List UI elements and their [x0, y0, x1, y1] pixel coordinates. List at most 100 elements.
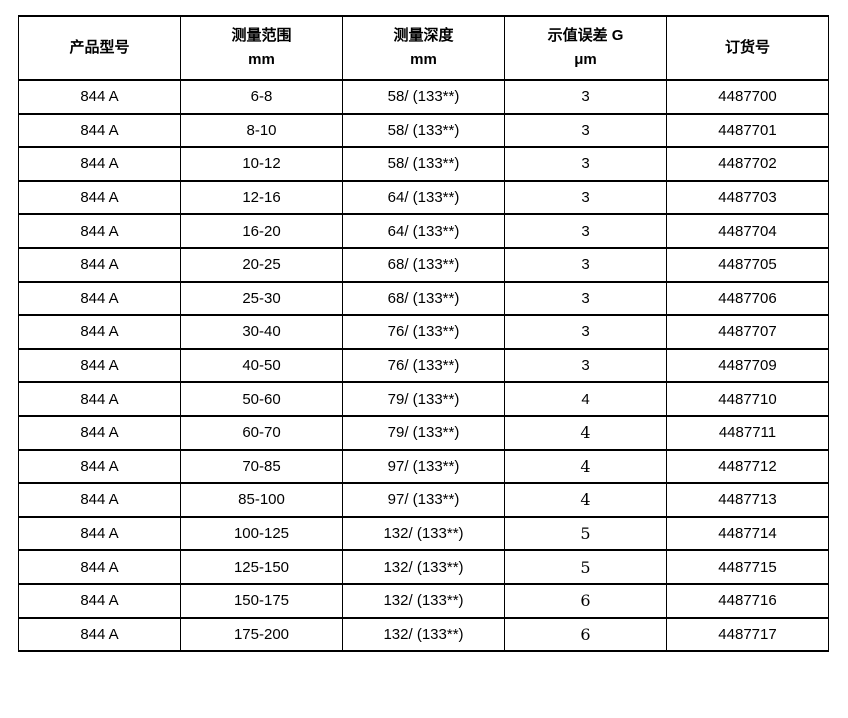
cell-order: 4487713	[666, 482, 829, 518]
cell-range: 25-30	[180, 280, 343, 317]
cell-depth: 79/ (133**)	[342, 414, 505, 451]
table-row: 844 A 8-10 58/ (133**) 3 4487701	[18, 112, 829, 149]
cell-range: 100-125	[180, 515, 343, 552]
column-header-error: 示值误差 G μm	[504, 15, 667, 81]
cell-range: 150-175	[180, 582, 343, 619]
cell-error: 4	[504, 482, 667, 518]
cell-order: 4487711	[666, 414, 829, 451]
cell-depth: 97/ (133**)	[342, 482, 505, 518]
table-row: 844 A 175-200 132/ (133**) 6 4487717	[18, 616, 829, 653]
cell-order: 4487700	[666, 79, 829, 115]
table-row: 844 A 20-25 68/ (133**) 3 4487705	[18, 246, 829, 283]
cell-range: 175-200	[180, 616, 343, 653]
cell-error: 5	[504, 549, 667, 585]
table-row: 844 A 40-50 76/ (133**) 3 4487709	[18, 347, 829, 384]
cell-depth: 64/ (133**)	[342, 213, 505, 249]
cell-model: 844 A	[18, 179, 181, 216]
header-unit: mm	[248, 51, 275, 68]
cell-depth: 76/ (133**)	[342, 347, 505, 384]
cell-order: 4487716	[666, 582, 829, 619]
cell-model: 844 A	[18, 515, 181, 552]
cell-depth: 132/ (133**)	[342, 616, 505, 653]
column-header-order: 订货号	[666, 15, 829, 81]
cell-depth: 79/ (133**)	[342, 381, 505, 417]
cell-model: 844 A	[18, 246, 181, 283]
table-row: 844 A 25-30 68/ (133**) 3 4487706	[18, 280, 829, 317]
cell-depth: 58/ (133**)	[342, 146, 505, 182]
cell-order: 4487704	[666, 213, 829, 249]
table-header: 产品型号 测量范围 mm 测量深度 mm 示值误差 G μm 订货号	[18, 15, 829, 81]
cell-model: 844 A	[18, 280, 181, 317]
cell-range: 40-50	[180, 347, 343, 384]
table-row: 844 A 6-8 58/ (133**) 3 4487700	[18, 79, 829, 115]
cell-depth: 58/ (133**)	[342, 79, 505, 115]
cell-range: 10-12	[180, 146, 343, 182]
cell-error: 3	[504, 112, 667, 149]
cell-error: 5	[504, 515, 667, 552]
cell-order: 4487712	[666, 448, 829, 485]
table-row: 844 A 10-12 58/ (133**) 3 4487702	[18, 146, 829, 182]
cell-order: 4487703	[666, 179, 829, 216]
cell-range: 85-100	[180, 482, 343, 518]
table-row: 844 A 60-70 79/ (133**) 4 4487711	[18, 414, 829, 451]
table-row: 844 A 50-60 79/ (133**) 4 4487710	[18, 381, 829, 417]
column-header-model: 产品型号	[18, 15, 181, 81]
cell-error: 6	[504, 582, 667, 619]
cell-error: 3	[504, 79, 667, 115]
cell-model: 844 A	[18, 347, 181, 384]
cell-range: 16-20	[180, 213, 343, 249]
table-body: 844 A 6-8 58/ (133**) 3 4487700 844 A 8-10 58/ …	[18, 79, 829, 653]
table-row: 844 A 150-175 132/ (133**) 6 4487716	[18, 582, 829, 619]
header-title: 示值误差 G	[547, 27, 624, 44]
cell-order: 4487705	[666, 246, 829, 283]
cell-model: 844 A	[18, 146, 181, 182]
cell-order: 4487702	[666, 146, 829, 182]
cell-error: 3	[504, 347, 667, 384]
header-unit: mm	[410, 51, 437, 68]
cell-model: 844 A	[18, 448, 181, 485]
cell-range: 70-85	[180, 448, 343, 485]
header-unit: μm	[574, 51, 597, 68]
cell-model: 844 A	[18, 314, 181, 350]
table-row: 844 A 125-150 132/ (133**) 5 4487715	[18, 549, 829, 585]
cell-order: 4487714	[666, 515, 829, 552]
cell-model: 844 A	[18, 213, 181, 249]
cell-model: 844 A	[18, 414, 181, 451]
cell-model: 844 A	[18, 381, 181, 417]
cell-error: 3	[504, 280, 667, 317]
cell-model: 844 A	[18, 482, 181, 518]
header-title: 订货号	[724, 39, 770, 56]
cell-range: 12-16	[180, 179, 343, 216]
column-header-range: 测量范围 mm	[180, 15, 343, 81]
cell-order: 4487701	[666, 112, 829, 149]
header-title: 测量深度	[393, 27, 454, 44]
cell-model: 844 A	[18, 549, 181, 585]
table-row: 844 A 30-40 76/ (133**) 3 4487707	[18, 314, 829, 350]
column-header-depth: 测量深度 mm	[342, 15, 505, 81]
cell-depth: 58/ (133**)	[342, 112, 505, 149]
header-title: 测量范围	[231, 27, 292, 44]
cell-model: 844 A	[18, 112, 181, 149]
cell-error: 4	[504, 381, 667, 417]
cell-depth: 97/ (133**)	[342, 448, 505, 485]
cell-range: 6-8	[180, 79, 343, 115]
cell-depth: 68/ (133**)	[342, 246, 505, 283]
cell-range: 60-70	[180, 414, 343, 451]
table-row: 844 A 85-100 97/ (133**) 4 4487713	[18, 482, 829, 518]
cell-error: 4	[504, 414, 667, 451]
table-row: 844 A 70-85 97/ (133**) 4 4487712	[18, 448, 829, 485]
cell-depth: 132/ (133**)	[342, 549, 505, 585]
cell-range: 125-150	[180, 549, 343, 585]
cell-order: 4487707	[666, 314, 829, 350]
cell-model: 844 A	[18, 79, 181, 115]
cell-range: 8-10	[180, 112, 343, 149]
cell-error: 3	[504, 314, 667, 350]
cell-depth: 132/ (133**)	[342, 515, 505, 552]
table-row: 844 A 16-20 64/ (133**) 3 4487704	[18, 213, 829, 249]
cell-order: 4487709	[666, 347, 829, 384]
cell-error: 3	[504, 146, 667, 182]
cell-order: 4487710	[666, 381, 829, 417]
table-row: 844 A 100-125 132/ (133**) 5 4487714	[18, 515, 829, 552]
